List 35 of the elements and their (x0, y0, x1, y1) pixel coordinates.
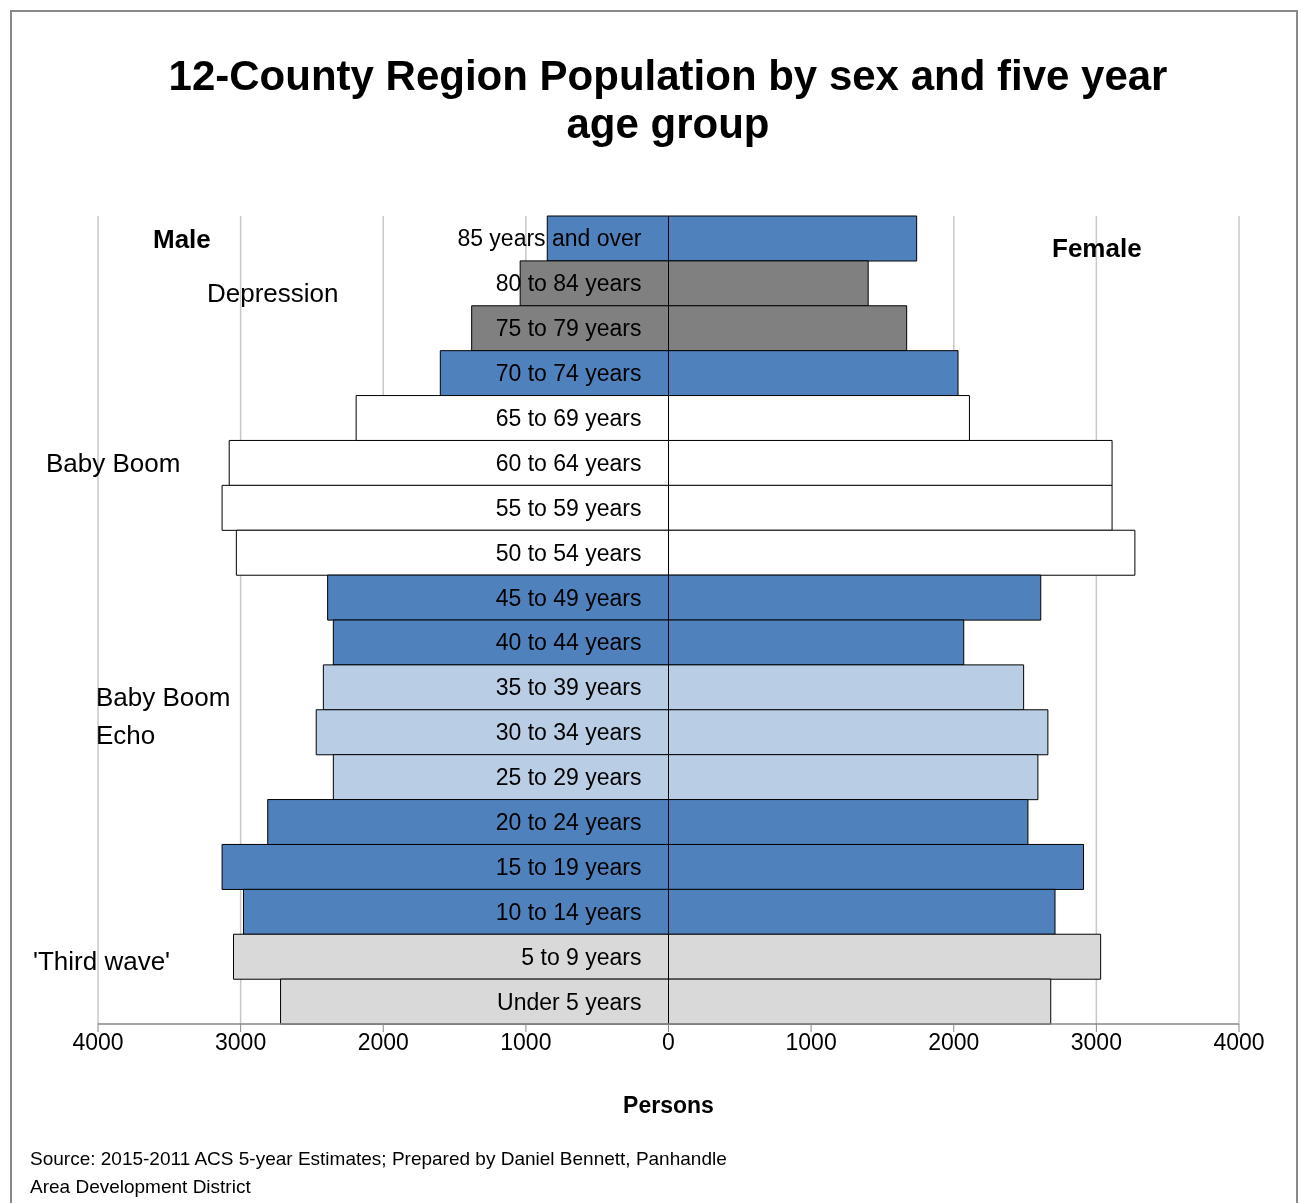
y-tick-label: 25 to 29 years (494, 763, 642, 792)
y-tick-label: 35 to 39 years (494, 673, 642, 702)
annotation: Male (153, 223, 211, 256)
y-tick-label: 10 to 14 years (494, 897, 642, 926)
y-tick-label: 30 to 34 years (494, 718, 642, 747)
x-tick-label: 3000 (215, 1029, 267, 1056)
x-tick-label: 3000 (1070, 1029, 1122, 1056)
source-note: Source: 2015-2011 ACS 5-year Estimates; Prepared by Daniel Bennett, Panhandle Area Development District (30, 1147, 728, 1199)
annotation: Baby Boom Echo (96, 681, 232, 752)
annotation: Baby Boom (46, 447, 181, 480)
chart-title: 12-County Region Population by sex and five year age group (167, 52, 1169, 148)
x-tick-label: 4000 (72, 1029, 124, 1056)
annotation: Depression (207, 277, 339, 310)
y-tick-label: 5 to 9 years (520, 942, 642, 971)
y-tick-label: 20 to 24 years (494, 808, 642, 836)
y-tick-label: 55 to 59 years (494, 493, 642, 522)
x-tick-label: 2000 (928, 1029, 980, 1056)
y-tick-label: 40 to 44 years (494, 628, 642, 657)
y-tick-label: 45 to 49 years (494, 583, 642, 612)
annotation: Female (1052, 232, 1142, 265)
x-tick-label: 2000 (357, 1029, 409, 1056)
x-tick-label: 1000 (785, 1029, 837, 1056)
y-tick-label: 50 to 54 years (494, 538, 642, 567)
y-tick-label: 60 to 64 years (494, 448, 642, 477)
x-axis-title: Persons (622, 1092, 715, 1119)
y-tick-label: 75 to 79 years (494, 314, 642, 343)
y-tick-label: 85 years and over (456, 224, 642, 253)
x-tick-label: 0 (662, 1029, 675, 1056)
y-tick-label: 70 to 74 years (494, 359, 642, 388)
x-tick-label: 4000 (1213, 1029, 1265, 1056)
annotation: 'Third wave' (33, 945, 171, 978)
y-tick-label: Under 5 years (496, 987, 642, 1016)
x-tick-label: 1000 (500, 1029, 552, 1056)
y-tick-label: 15 to 19 years (494, 852, 642, 881)
y-tick-label: 65 to 69 years (494, 404, 642, 432)
